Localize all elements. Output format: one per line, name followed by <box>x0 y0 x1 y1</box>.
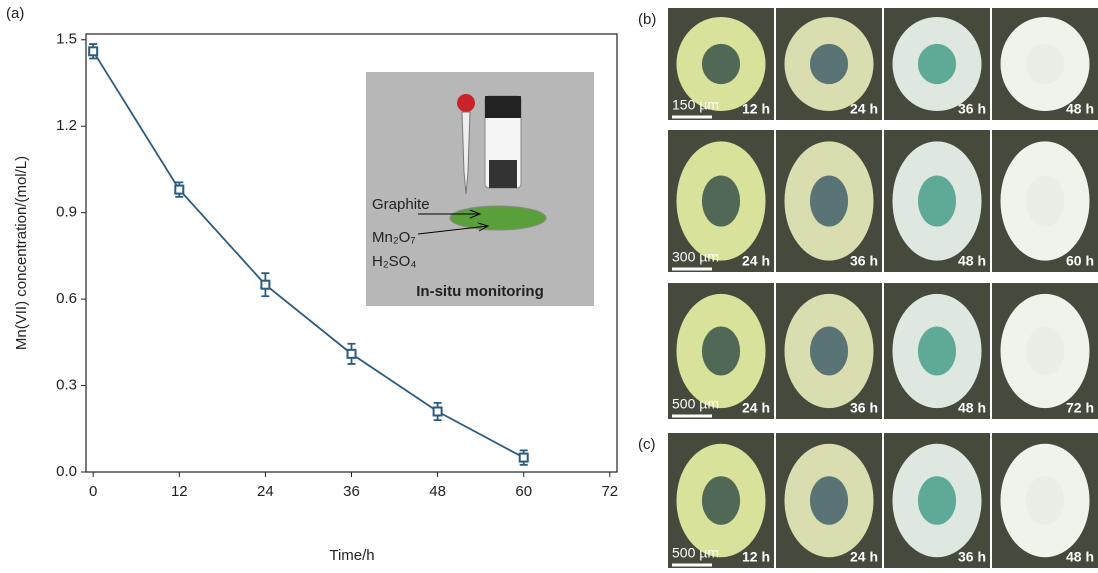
panel-label: (c) <box>638 436 656 453</box>
scale-label: 300 µm <box>672 249 719 265</box>
figure: (a) Time/h Mn(VII) concentration/(mol/L)… <box>0 0 1098 568</box>
x-tick-label: 72 <box>601 483 618 500</box>
inset-caption: In-situ monitoring <box>416 283 543 300</box>
sample-center <box>1026 327 1064 376</box>
photo-time: 48 h <box>1066 549 1094 565</box>
photo-time: 36 h <box>958 101 986 117</box>
data-point <box>348 350 356 358</box>
sample-center <box>810 327 848 376</box>
photo-time: 24 h <box>742 253 770 269</box>
y-tick-label: 1.2 <box>56 117 77 134</box>
x-tick-label: 48 <box>429 483 446 500</box>
photo-time: 36 h <box>958 549 986 565</box>
photo-time: 12 h <box>742 101 770 117</box>
inset: Graphite Mn₂O₇ H₂SO₄ In-situ monitoring <box>366 72 594 306</box>
photo-time: 48 h <box>958 253 986 269</box>
microscope-top <box>485 96 521 118</box>
inset-label: Graphite <box>372 196 430 213</box>
sample-center <box>1026 44 1064 84</box>
panel-label: (b) <box>638 11 656 28</box>
scale-label: 150 µm <box>672 97 719 113</box>
inset-bg <box>366 72 594 306</box>
x-tick-label: 36 <box>343 483 360 500</box>
y-tick-label: 0.6 <box>56 290 77 307</box>
y-tick-label: 0.3 <box>56 377 77 394</box>
sample-center <box>918 327 956 376</box>
y-axis-label: Mn(VII) concentration/(mol/L) <box>13 156 30 350</box>
sample-center <box>702 476 740 525</box>
sample-center <box>702 44 740 84</box>
sample-center <box>918 44 956 84</box>
sample-center <box>1026 175 1064 226</box>
photo-time: 24 h <box>850 549 878 565</box>
photo-time: 12 h <box>742 549 770 565</box>
data-point <box>175 186 183 194</box>
y-tick-label: 0.0 <box>56 463 77 480</box>
sample-center <box>918 476 956 525</box>
data-point <box>520 454 528 462</box>
inset-label: H₂SO₄ <box>372 253 416 270</box>
sample-center <box>810 44 848 84</box>
dropper-bulb <box>457 94 475 112</box>
y-tick-label: 1.5 <box>56 31 77 48</box>
x-tick-label: 60 <box>515 483 532 500</box>
scale-label: 500 µm <box>672 396 719 412</box>
photo-time: 36 h <box>850 400 878 416</box>
photo-time: 24 h <box>742 400 770 416</box>
x-tick-label: 24 <box>257 483 274 500</box>
photo-time: 48 h <box>958 400 986 416</box>
sample-center <box>810 175 848 226</box>
sample-center <box>918 175 956 226</box>
x-tick-label: 12 <box>171 483 188 500</box>
data-point <box>89 47 97 55</box>
x-tick-label: 0 <box>89 483 97 500</box>
sample-center <box>702 327 740 376</box>
data-point <box>434 407 442 415</box>
photo-time: 60 h <box>1066 253 1094 269</box>
photo-time: 72 h <box>1066 400 1094 416</box>
inset-label: Mn₂O₇ <box>372 229 415 246</box>
y-tick-label: 0.9 <box>56 204 77 221</box>
sample-center <box>1026 476 1064 525</box>
scale-label: 500 µm <box>672 545 719 561</box>
microscope-lens <box>489 160 517 188</box>
photo-time: 24 h <box>850 101 878 117</box>
sample-center <box>810 476 848 525</box>
x-axis-label: Time/h <box>329 547 374 564</box>
photo-time: 48 h <box>1066 101 1094 117</box>
petri-dish <box>450 206 546 230</box>
photo-time: 36 h <box>850 253 878 269</box>
sample-center <box>702 175 740 226</box>
panel-label: (a) <box>6 5 24 22</box>
data-point <box>261 281 269 289</box>
